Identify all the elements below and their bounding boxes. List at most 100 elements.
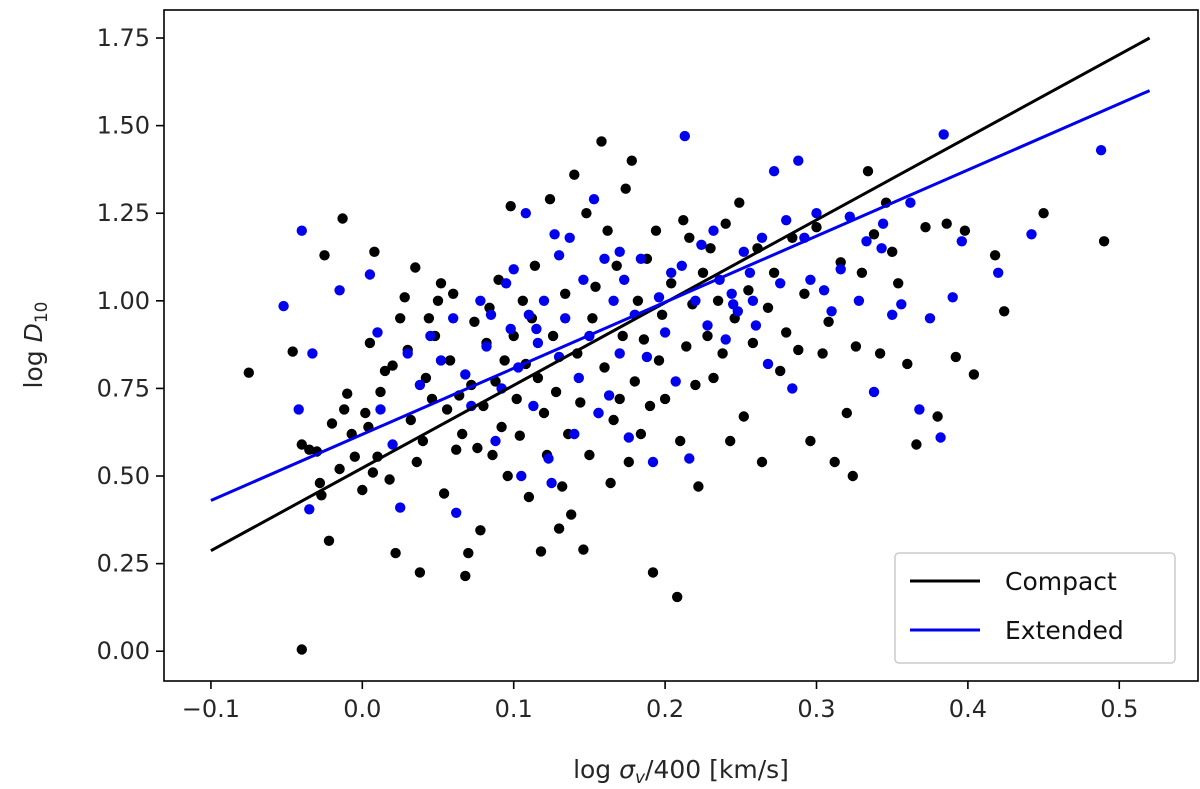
compact-point-138 [747,337,759,349]
extended-point-47 [603,390,615,401]
fit-lines-layer [210,36,1151,553]
compact-point-46 [448,288,459,299]
compact-point-18 [360,407,371,419]
x-axis-ticks: −0.1 0.0 0.1 0.2 0.3 0.4 0.5 [182,681,1138,723]
compact-point-86 [569,169,580,180]
compact-point-119 [675,435,686,447]
compact-point-154 [841,407,852,419]
compact-point-105 [626,155,637,166]
compact-point-152 [829,456,840,468]
compact-point-9 [323,535,335,546]
extended-point-28 [516,470,527,482]
extended-point-11 [402,348,413,359]
extended-point-103 [1095,145,1107,156]
compact-point-92 [587,313,598,324]
legend-label-compact: Compact [1005,567,1117,596]
compact-point-37 [420,372,432,384]
extended-point-39 [564,232,575,243]
x-tick-label-0: −0.1 [182,695,240,723]
compact-point-167 [932,411,943,422]
compact-point-115 [656,309,668,320]
compact-point-130 [712,295,724,306]
y-tick-label-5: 1.25 [97,199,150,227]
extended-point-76 [768,166,780,177]
extended-point-42 [578,274,589,285]
extended-point-62 [684,453,695,464]
extended-point-63 [690,295,701,306]
compact-point-24 [375,386,386,398]
compact-point-35 [414,567,426,578]
compact-point-158 [862,166,874,177]
compact-point-129 [708,372,719,384]
compact-point-102 [617,330,628,342]
compact-point-33 [410,262,421,273]
extended-point-8 [375,404,386,415]
extended-point-83 [811,208,822,219]
extended-point-100 [956,236,967,247]
compact-point-122 [684,232,695,243]
compact-point-74 [532,372,544,384]
compact-point-114 [653,355,665,366]
compact-point-78 [544,194,556,205]
compact-point-99 [608,414,619,426]
y-tick-label-3: 0.75 [97,374,150,402]
compact-point-168 [941,218,952,229]
extended-point-51 [623,432,634,443]
extended-point-35 [546,477,557,489]
compact-point-42 [435,278,447,289]
compact-point-71 [523,491,535,503]
compact-point-150 [817,348,828,359]
y-axis-ticks: 0.00 0.25 0.50 0.75 1.00 1.25 1.50 1.75 [97,24,164,665]
compact-point-68 [514,430,525,441]
extended-point-48 [608,295,619,306]
compact-point-98 [605,477,616,489]
extended-point-98 [938,129,949,140]
compact-point-12 [337,213,348,224]
extended-point-65 [702,320,713,331]
compact-point-26 [384,474,395,485]
extended-point-22 [490,435,501,447]
extended-point-30 [523,309,535,320]
compact-point-106 [629,376,640,387]
extended-point-13 [425,330,436,342]
compact-point-54 [472,442,483,454]
compact-point-140 [756,456,768,468]
extended-point-74 [756,232,768,243]
compact-point-88 [575,397,586,408]
extended-point-33 [538,295,550,306]
compact-point-166 [920,222,931,233]
x-tick-label-2: 0.1 [495,695,533,723]
compact-point-165 [911,439,922,450]
extended-point-59 [670,376,681,387]
compact-point-83 [560,288,571,299]
extended-point-46 [599,253,610,264]
compact-point-132 [720,218,731,229]
extended-point-6 [364,269,376,280]
extended-point-90 [868,386,880,398]
compact-point-157 [856,267,868,278]
compact-point-121 [681,341,692,352]
compact-point-97 [602,225,613,236]
compact-point-156 [850,341,862,352]
extended-point-26 [508,264,519,275]
y-tick-label-1: 0.25 [97,550,150,578]
compact-point-63 [499,355,510,366]
extended-point-108 [728,299,739,310]
compact-point-16 [349,451,360,462]
compact-point-127 [702,330,713,342]
extended-point-61 [679,130,690,142]
y-axis-label: log D10 [19,302,52,389]
compact-point-144 [781,327,792,338]
extended-point-54 [641,351,653,363]
y-tick-label-2: 0.50 [97,462,150,490]
compact-point-13 [339,404,350,415]
compact-point-22 [369,246,380,257]
extended-point-25 [505,323,516,335]
extended-point-84 [818,285,830,296]
compact-point-95 [596,136,607,147]
compact-point-162 [887,246,898,257]
extended-point-82 [805,274,816,285]
compact-point-171 [968,369,980,380]
compact-point-47 [451,444,462,455]
extended-point-2 [296,225,307,236]
